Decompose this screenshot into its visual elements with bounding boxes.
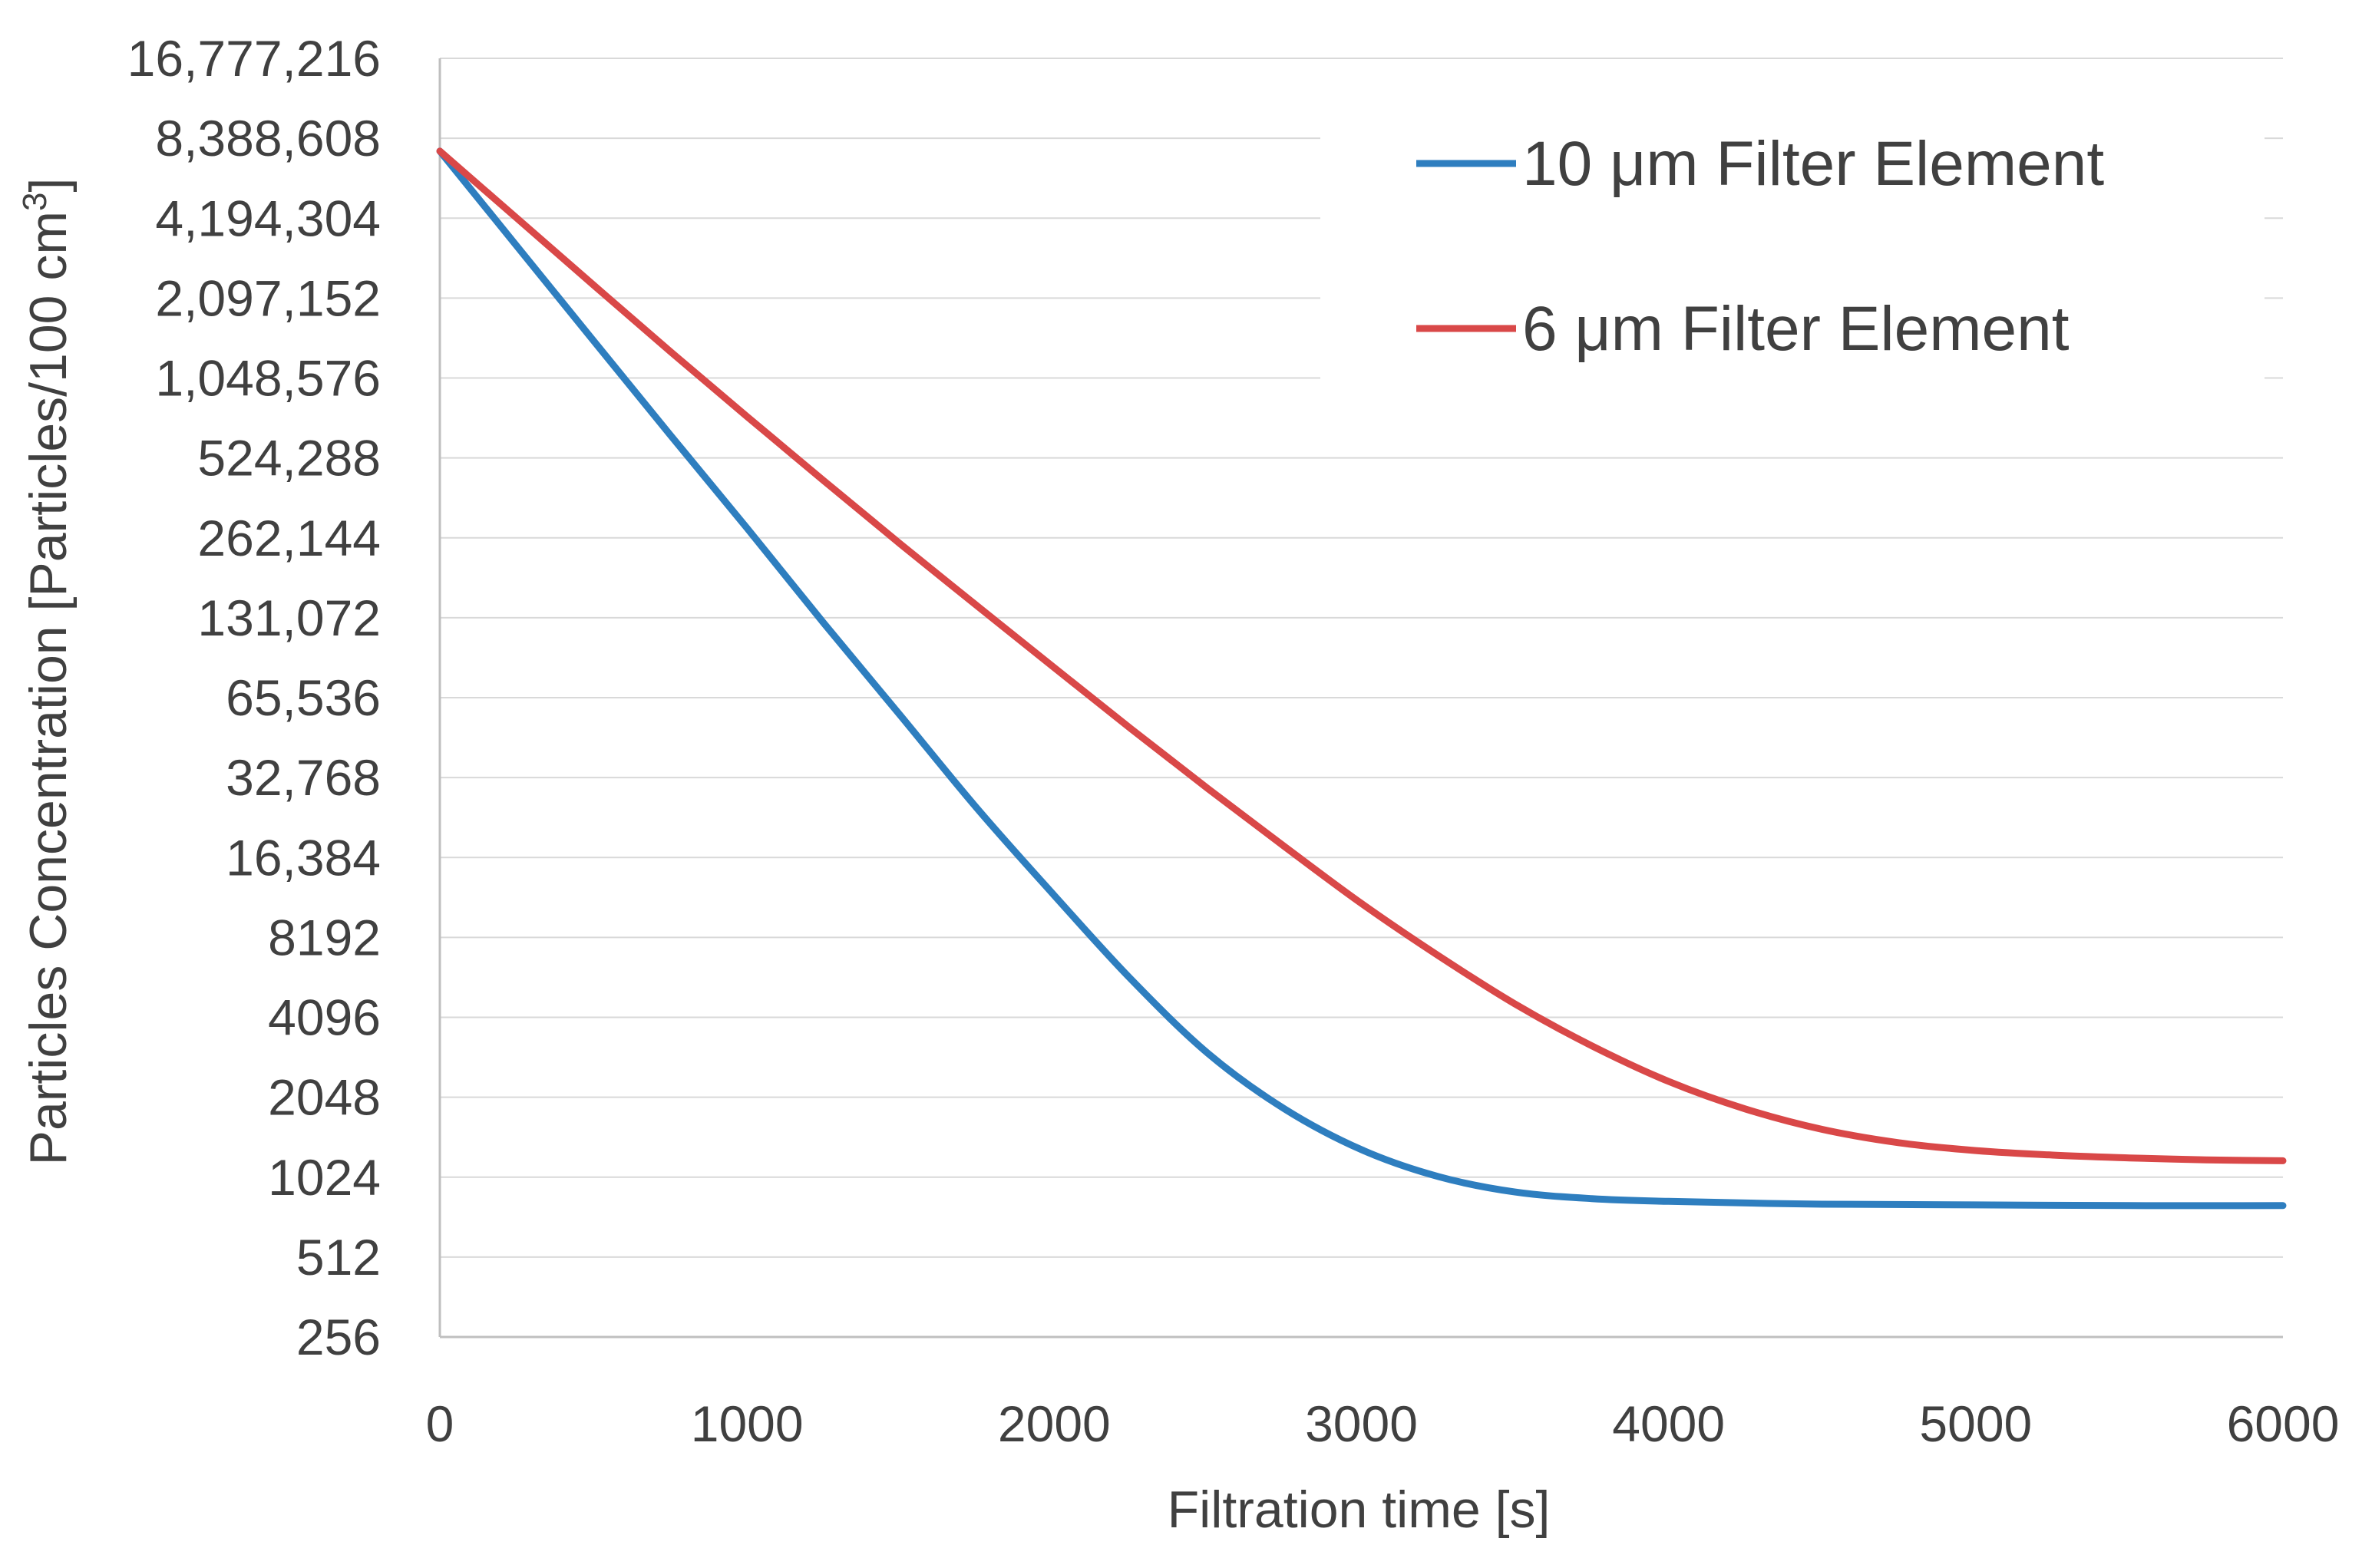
legend-label-1: 10 μm Filter Element xyxy=(1522,129,2104,199)
series-lines xyxy=(436,147,2287,1210)
y-tick-labels: 16,777,216 8,388,608 4,194,304 2,097,152 1,0… xyxy=(127,30,381,1365)
y-axis-title-superscript: 3 xyxy=(16,192,54,210)
y-tick-label: 524,288 xyxy=(197,430,381,487)
y-tick-label: 8,388,608 xyxy=(155,110,381,167)
series-line-1 xyxy=(436,147,2287,1210)
y-tick-label: 32,768 xyxy=(226,749,381,806)
y-axis-title: Particles Concentration [Particles/100 c… xyxy=(16,178,78,1166)
series-line-2 xyxy=(436,147,2287,1164)
x-tick-label: 4000 xyxy=(1612,1395,1725,1452)
y-tick-label: 4096 xyxy=(268,989,381,1046)
y-tick-label: 256 xyxy=(296,1309,381,1365)
y-tick-label: 16,384 xyxy=(226,829,381,886)
y-tick-label: 262,144 xyxy=(197,510,381,566)
x-tick-label: 2000 xyxy=(998,1395,1111,1452)
y-tick-label: 2048 xyxy=(268,1069,381,1126)
x-tick-labels: 0 1000 2000 3000 4000 5000 6000 xyxy=(426,1395,2340,1452)
y-tick-label: 8192 xyxy=(268,909,381,966)
x-tick-label: 6000 xyxy=(2227,1395,2340,1452)
legend: 10 μm Filter Element 6 μm Filter Element xyxy=(1416,129,2104,364)
y-tick-label: 1,048,576 xyxy=(155,350,381,407)
y-tick-label: 4,194,304 xyxy=(155,190,381,246)
y-axis-title-suffix: ] xyxy=(19,178,78,193)
x-tick-label: 5000 xyxy=(1919,1395,2032,1452)
axes xyxy=(438,58,2283,1339)
y-tick-label: 1024 xyxy=(268,1149,381,1206)
y-tick-label: 131,072 xyxy=(197,589,381,646)
x-axis-title: Filtration time [s] xyxy=(1168,1481,1551,1539)
y-tick-label: 512 xyxy=(296,1229,381,1286)
legend-label-2: 6 μm Filter Element xyxy=(1522,294,2070,364)
y-tick-label: 65,536 xyxy=(226,669,381,726)
y-axis-title-main: Particles Concentration [Particles/100 c… xyxy=(19,211,78,1165)
y-tick-label: 2,097,152 xyxy=(155,269,381,326)
x-tick-label: 1000 xyxy=(691,1395,804,1452)
x-tick-label: 3000 xyxy=(1305,1395,1418,1452)
x-tick-label: 0 xyxy=(426,1395,454,1452)
y-tick-label: 16,777,216 xyxy=(127,30,381,87)
